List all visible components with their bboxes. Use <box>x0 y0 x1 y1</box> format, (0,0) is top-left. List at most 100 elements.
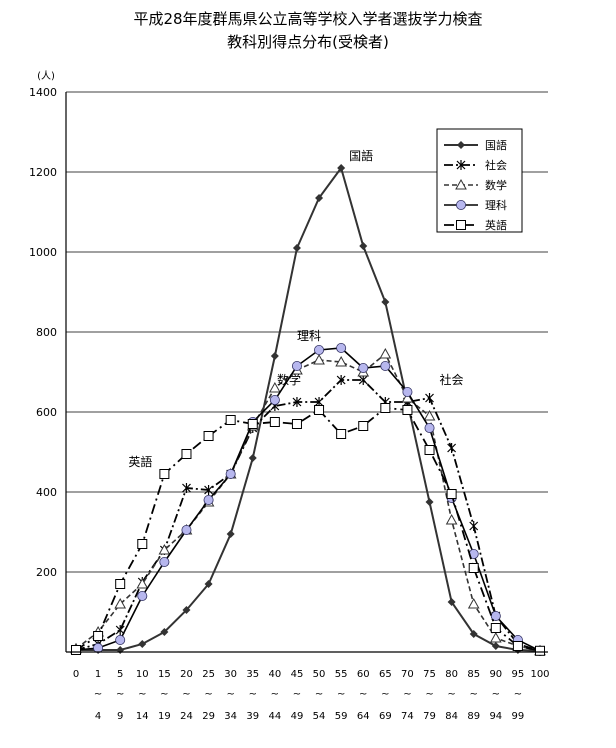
x-tick-upper-label: 69 <box>379 711 392 722</box>
data-point <box>181 449 192 459</box>
x-tick-range-mark: ~ <box>249 689 257 700</box>
x-tick-range-mark: ~ <box>271 689 279 700</box>
data-point <box>158 543 171 555</box>
data-point <box>380 360 391 371</box>
data-point <box>315 194 324 202</box>
x-tick-label: 50 <box>313 669 326 680</box>
data-point <box>115 625 125 635</box>
y-tick-label: 800 <box>36 326 57 339</box>
data-point <box>423 409 436 421</box>
x-tick-range-mark: ~ <box>514 689 522 700</box>
data-point <box>247 419 258 429</box>
series-line <box>75 407 541 652</box>
x-tick-upper-label: 9 <box>117 711 123 722</box>
x-tick-upper-label: 4 <box>95 711 101 722</box>
data-point <box>204 485 213 495</box>
data-point <box>490 623 501 633</box>
x-tick-label: 85 <box>467 669 480 680</box>
data-point <box>381 298 390 306</box>
data-point <box>445 513 458 525</box>
data-point <box>136 577 149 589</box>
data-point <box>512 641 523 651</box>
x-tick-label: 10 <box>136 669 149 680</box>
data-point <box>490 611 501 622</box>
data-point <box>447 443 457 453</box>
x-tick-label: 45 <box>291 669 304 680</box>
data-point <box>358 375 368 385</box>
legend-marker <box>456 160 466 170</box>
x-tick-range-mark: ~ <box>337 689 345 700</box>
legend-label: 国語 <box>485 138 507 152</box>
x-tick-label: 75 <box>423 669 436 680</box>
annotation-label: 理科 <box>297 329 321 343</box>
data-point <box>469 521 479 531</box>
x-tick-label: 55 <box>335 669 348 680</box>
data-point <box>402 405 413 415</box>
data-point <box>336 342 347 353</box>
x-tick-range-mark: ~ <box>359 689 367 700</box>
x-tick-range-mark: ~ <box>293 689 301 700</box>
x-tick-upper-label: 14 <box>136 711 149 722</box>
y-tick-label: 400 <box>36 486 57 499</box>
data-point <box>71 645 81 655</box>
series-line <box>75 379 541 652</box>
data-point <box>269 417 280 427</box>
data-point <box>337 164 346 172</box>
data-point <box>358 421 369 431</box>
data-point <box>402 386 413 397</box>
legend-label: 社会 <box>485 158 507 172</box>
data-point <box>138 640 147 648</box>
annotation-label: 社会 <box>440 372 464 387</box>
x-tick-label: 80 <box>445 669 458 680</box>
data-point <box>314 405 325 415</box>
x-tick-range-mark: ~ <box>116 689 124 700</box>
data-point <box>203 494 214 505</box>
data-point <box>468 563 479 573</box>
x-tick-range-mark: ~ <box>204 689 212 700</box>
x-tick-label: 30 <box>224 669 237 680</box>
data-point <box>314 344 325 355</box>
data-point <box>425 393 434 403</box>
data-point <box>93 643 104 654</box>
data-point <box>489 631 502 643</box>
data-point <box>137 539 148 549</box>
x-tick-label: 15 <box>158 669 171 680</box>
x-tick-range-mark: ~ <box>403 689 411 700</box>
series-3 <box>70 347 546 656</box>
series-4 <box>71 342 546 656</box>
x-tick-label: 25 <box>202 669 215 680</box>
data-point <box>115 579 126 589</box>
x-tick-upper-label: 84 <box>445 711 458 722</box>
x-tick-range-mark: ~ <box>425 689 433 700</box>
x-tick-upper-label: 64 <box>357 711 370 722</box>
data-point <box>204 580 213 588</box>
data-point <box>182 606 191 614</box>
x-tick-label: 0 <box>73 669 79 680</box>
x-tick-range-mark: ~ <box>226 689 234 700</box>
data-point <box>379 347 392 359</box>
data-point <box>114 597 127 609</box>
x-tick-upper-label: 34 <box>224 711 237 722</box>
data-point <box>358 362 369 373</box>
data-point <box>359 242 368 250</box>
x-tick-upper-label: 49 <box>291 711 304 722</box>
data-point <box>93 631 104 641</box>
legend-marker <box>457 141 465 149</box>
x-tick-range-mark: ~ <box>182 689 190 700</box>
annotation-label: 数学 <box>277 372 301 387</box>
x-tick-range-mark: ~ <box>138 689 146 700</box>
legend-label: 英語 <box>485 218 507 232</box>
series-line <box>75 347 541 652</box>
x-tick-label: 90 <box>489 669 502 680</box>
data-point <box>291 419 302 429</box>
data-point <box>336 429 347 439</box>
data-point <box>137 591 148 602</box>
data-point <box>425 498 434 506</box>
data-point <box>291 360 302 371</box>
data-point <box>159 557 170 568</box>
x-tick-upper-label: 39 <box>246 711 259 722</box>
annotation-label: 英語 <box>128 454 152 469</box>
data-point <box>159 469 170 479</box>
data-point <box>203 431 214 441</box>
